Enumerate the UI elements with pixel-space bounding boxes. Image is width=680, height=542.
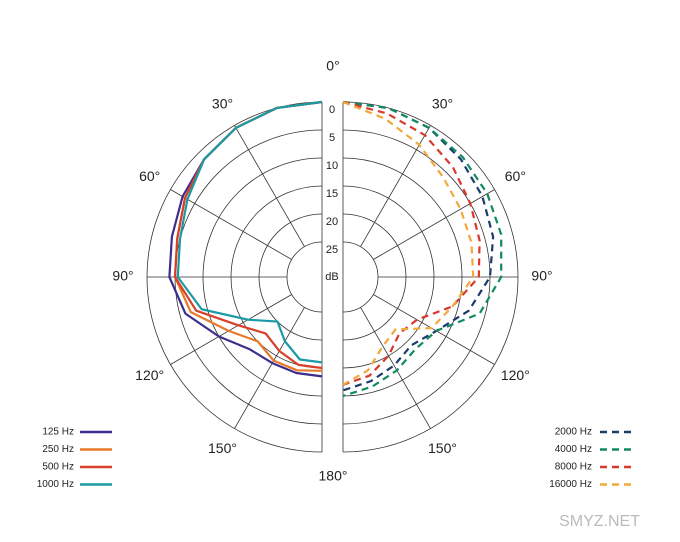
- r-tick-label: 10: [326, 160, 338, 172]
- angle-label: 180°: [319, 468, 348, 484]
- angle-label: 150°: [428, 440, 457, 456]
- watermark: SMYZ.NET: [559, 513, 640, 530]
- angle-label: 90°: [531, 268, 552, 284]
- r-tick-label: 5: [329, 132, 335, 144]
- legend-label: 8000 Hz: [555, 462, 592, 473]
- legend-label: 4000 Hz: [555, 444, 592, 455]
- spoke: [373, 189, 495, 260]
- ring: [342, 241, 379, 313]
- legend-label: 125 Hz: [42, 427, 74, 438]
- legend-label: 250 Hz: [42, 444, 74, 455]
- r-tick-label: 25: [326, 244, 338, 256]
- angle-label: 150°: [208, 440, 237, 456]
- angle-label: 60°: [505, 168, 526, 184]
- spoke: [373, 294, 495, 365]
- spoke: [234, 307, 305, 429]
- series-line: [342, 100, 475, 386]
- angle-label: 120°: [501, 367, 530, 383]
- series-line: [342, 100, 481, 386]
- r-tick-label: 0: [329, 104, 335, 116]
- spoke: [170, 189, 292, 260]
- angle-label: 90°: [112, 268, 133, 284]
- series-line: [342, 100, 503, 398]
- legend-label: 16000 Hz: [549, 479, 592, 490]
- legend-label: 500 Hz: [42, 462, 74, 473]
- angle-label: 60°: [139, 168, 160, 184]
- spoke: [170, 294, 292, 365]
- series-line: [168, 100, 323, 378]
- angle-label: 30°: [212, 95, 233, 111]
- spoke: [360, 307, 431, 429]
- r-axis-label: dB: [325, 271, 338, 283]
- spoke: [234, 125, 305, 247]
- series-line: [176, 100, 323, 364]
- legend-label: 1000 Hz: [37, 479, 74, 490]
- angle-label: 0°: [326, 58, 339, 74]
- legend-label: 2000 Hz: [555, 427, 592, 438]
- r-tick-label: 20: [326, 216, 338, 228]
- angle-label: 30°: [432, 95, 453, 111]
- r-tick-label: 15: [326, 188, 338, 200]
- ring: [286, 241, 323, 313]
- angle-label: 120°: [135, 367, 164, 383]
